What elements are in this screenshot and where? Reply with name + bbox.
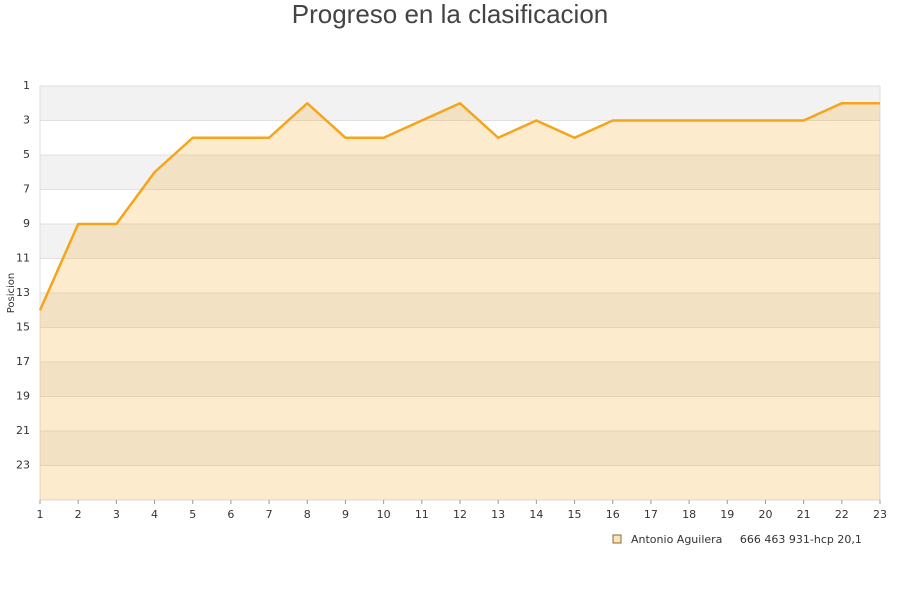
x-tick-label: 10: [377, 508, 391, 521]
y-axis-label: Posicion: [6, 273, 17, 314]
y-tick-label: 19: [16, 390, 30, 403]
x-tick-label: 21: [797, 508, 811, 521]
grid-band: [40, 465, 880, 500]
x-tick-label: 14: [529, 508, 543, 521]
grid-band: [40, 224, 880, 259]
grid-band: [40, 431, 880, 466]
x-tick-label: 2: [75, 508, 82, 521]
chart-title: Progreso en la clasificacion: [292, 0, 609, 29]
x-tick-label: 11: [415, 508, 429, 521]
y-tick-label: 1: [23, 79, 30, 92]
x-tick-label: 6: [227, 508, 234, 521]
x-tick-label: 19: [720, 508, 734, 521]
grid-band: [40, 293, 880, 328]
x-tick-label: 4: [151, 508, 158, 521]
y-tick-label: 9: [23, 217, 30, 230]
x-tick-label: 9: [342, 508, 349, 521]
grid-band: [40, 189, 880, 224]
grid-band: [40, 362, 880, 397]
x-tick-label: 22: [835, 508, 849, 521]
area-fill: [40, 103, 880, 500]
grid-band: [40, 155, 880, 190]
x-tick-label: 18: [682, 508, 696, 521]
x-tick-label: 12: [453, 508, 467, 521]
legend-label: Antonio Aguilera 666 463 931-hcp 20,1: [631, 533, 862, 546]
y-tick-label: 13: [16, 286, 30, 299]
x-tick-label: 5: [189, 508, 196, 521]
x-tick-label: 17: [644, 508, 658, 521]
x-tick-label: 7: [266, 508, 273, 521]
y-tick-label: 7: [23, 183, 30, 196]
x-tick-label: 8: [304, 508, 311, 521]
grid-band: [40, 327, 880, 362]
x-tick-label: 13: [491, 508, 505, 521]
grid-band: [40, 396, 880, 431]
area-line: [38, 102, 880, 311]
y-tick-label: 17: [16, 355, 30, 368]
x-tick-label: 15: [568, 508, 582, 521]
x-tick-label: 20: [758, 508, 772, 521]
y-tick-label: 5: [23, 148, 30, 161]
y-tick-label: 3: [23, 114, 30, 127]
y-tick-label: 15: [16, 321, 30, 334]
x-tick-label: 1: [37, 508, 44, 521]
x-tick-label: 23: [873, 508, 887, 521]
y-tick-label: 21: [16, 424, 30, 437]
y-tick-label: 11: [16, 252, 30, 265]
x-tick-label: 3: [113, 508, 120, 521]
grid-band: [40, 258, 880, 293]
y-tick-label: 23: [16, 459, 30, 472]
x-tick-label: 16: [606, 508, 620, 521]
legend-swatch: [612, 534, 622, 544]
